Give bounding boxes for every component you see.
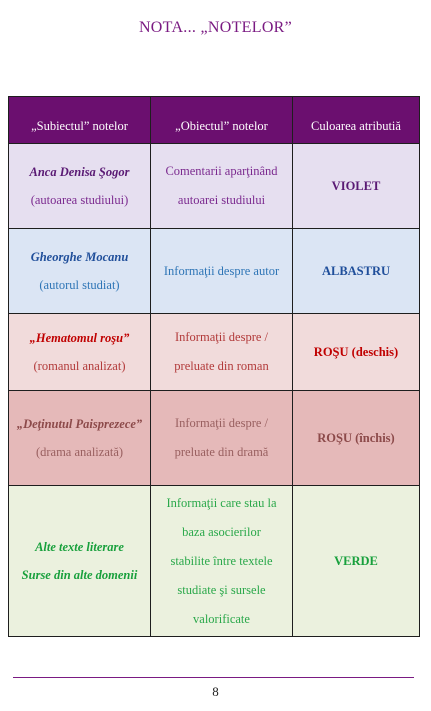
color-label: ALBASTRU [321, 263, 391, 278]
subject-role: (drama analizată) [35, 445, 124, 459]
object-cell: Informaţii despre autor [150, 228, 293, 314]
color-cell: ROŞU (închis) [292, 390, 420, 486]
color-cell: ALBASTRU [292, 228, 420, 314]
object-line: stabilite între textele [170, 553, 273, 568]
table-row-green: Alte texte literare Surse din alte domen… [8, 485, 420, 637]
table-row-dark-red: „Deţinutul Paisprezece” (drama analizată… [8, 390, 420, 486]
color-cell: VIOLET [292, 143, 420, 229]
table-row-violet: Anca Denisa Şogor (autoarea studiului) C… [8, 143, 420, 229]
object-line: autoarei studiului [177, 193, 266, 207]
header-subject: „Subiectul” notelor [8, 96, 151, 144]
color-label: ROŞU (închis) [317, 430, 395, 445]
subject-line: Surse din alte domenii [21, 568, 138, 582]
object-line: preluate din dramă [174, 445, 269, 459]
table-row-light-red: „Hematomul roşu” (romanul analizat) Info… [8, 313, 420, 391]
table-header-row: „Subiectul” notelor „Obiectul” notelor C… [8, 96, 420, 144]
color-cell: ROŞU (deschis) [292, 313, 420, 391]
subject-cell: Anca Denisa Şogor (autoarea studiului) [8, 143, 151, 229]
table-row-blue: Gheorghe Mocanu (autorul studiat) Inform… [8, 228, 420, 314]
object-line: studiate şi sursele [177, 582, 266, 597]
object-line: Informaţii care stau la [166, 495, 277, 510]
object-line: Informaţii despre / [174, 416, 269, 430]
subject-name: „Hematomul roşu” [29, 331, 130, 345]
object-cell: Comentarii aparţinând autoarei studiului [150, 143, 293, 229]
color-cell: VERDE [292, 485, 420, 637]
subject-cell: „Deţinutul Paisprezece” (drama analizată… [8, 390, 151, 486]
header-color: Culoarea atributiă [292, 96, 420, 144]
footer-divider [13, 677, 414, 678]
object-cell: Informaţii care stau la baza asocierilor… [150, 485, 293, 637]
subject-name: „Deţinutul Paisprezece” [16, 417, 143, 431]
object-line: baza asocierilor [182, 524, 261, 539]
object-line: Informaţii despre / [174, 330, 269, 344]
subject-name: Anca Denisa Şogor [29, 165, 130, 179]
subject-role: (romanul analizat) [33, 359, 126, 373]
subject-cell: „Hematomul roşu” (romanul analizat) [8, 313, 151, 391]
subject-role: (autorul studiat) [39, 278, 120, 292]
color-label: VERDE [334, 553, 378, 568]
subject-cell: Alte texte literare Surse din alte domen… [8, 485, 151, 637]
page-number: 8 [212, 684, 219, 699]
object-line: preluate din roman [174, 359, 269, 373]
subject-line: Alte texte literare [35, 540, 124, 554]
color-label: VIOLET [331, 178, 381, 193]
subject-name: Gheorghe Mocanu [30, 250, 129, 264]
notes-color-table: „Subiectul” notelor „Obiectul” notelor C… [8, 96, 420, 637]
subject-cell: Gheorghe Mocanu (autorul studiat) [8, 228, 151, 314]
object-line: Informaţii despre autor [163, 263, 280, 278]
object-line: valorificate [193, 611, 250, 626]
subject-role: (autoarea studiului) [30, 193, 129, 207]
object-line: Comentarii aparţinând [165, 164, 278, 178]
header-object: „Obiectul” notelor [150, 96, 293, 144]
object-cell: Informaţii despre / preluate din roman [150, 313, 293, 391]
page-title: NOTA... „NOTELOR” [138, 19, 293, 36]
color-label: ROŞU (deschis) [313, 344, 399, 359]
object-cell: Informaţii despre / preluate din dramă [150, 390, 293, 486]
